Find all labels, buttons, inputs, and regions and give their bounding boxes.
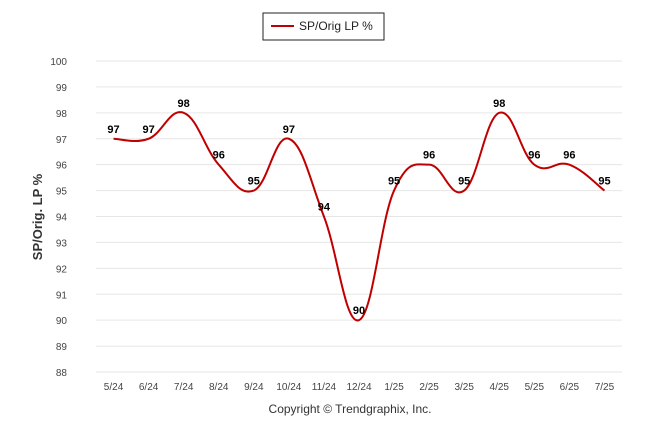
x-tick-label: 4/25 [490,382,510,393]
series-layer [113,111,606,322]
x-axis-ticks: 5/24 6/24 7/24 8/24 9/24 10/24 11/24 12/24 1/25 2… [104,382,615,393]
x-tick-label: 6/24 [139,382,159,393]
x-tick-label: 10/24 [276,382,301,393]
y-tick-label: 98 [56,109,68,120]
x-tick-label: 1/25 [384,382,404,393]
data-label: 97 [283,124,295,136]
x-tick-label: 7/25 [595,382,615,393]
x-tick-label: 12/24 [346,382,371,393]
x-tick-label: 11/24 [312,382,337,393]
y-tick-label: 92 [56,264,68,275]
y-axis-title: SP/Orig. LP % [30,173,45,260]
y-tick-label: 90 [56,316,68,327]
data-label: 96 [213,150,225,162]
y-tick-label: 96 [56,161,68,172]
y-tick-label: 99 [56,83,68,94]
data-label: 90 [353,305,365,317]
y-tick-label: 94 [56,213,68,224]
x-tick-label: 2/25 [419,382,439,393]
legend-label: SP/Orig LP % [299,19,373,33]
x-tick-label: 7/24 [174,382,194,393]
data-label: 94 [318,202,331,214]
x-tick-label: 6/25 [560,382,580,393]
x-tick-label: 5/25 [525,382,545,393]
y-tick-label: 91 [56,290,68,301]
data-label: 97 [142,124,154,136]
x-tick-label: 8/24 [209,382,229,393]
x-tick-label: 5/24 [104,382,124,393]
y-tick-label: 89 [56,342,68,353]
data-labels: 97 97 98 96 95 97 94 90 95 96 95 98 96 96 95 [107,98,610,317]
data-label: 98 [493,98,505,110]
data-label: 96 [563,150,575,162]
data-label: 96 [528,150,540,162]
x-tick-label: 3/25 [454,382,474,393]
y-tick-label: 97 [56,135,68,146]
y-tick-label: 93 [56,238,68,249]
y-tick-label: 95 [56,187,68,198]
data-label: 98 [178,98,190,110]
series-line [113,111,606,322]
data-label: 95 [598,176,610,188]
y-tick-label: 88 [56,368,68,379]
data-label: 96 [423,150,435,162]
y-tick-label: 100 [50,57,67,68]
x-tick-label: 9/24 [244,382,264,393]
gridlines [96,60,622,373]
data-label: 95 [248,176,260,188]
copyright-text: Copyright © Trendgraphix, Inc. [269,402,432,416]
y-axis-ticks: 88 89 90 91 92 93 94 95 96 97 98 99 100 [50,57,67,379]
data-label: 95 [458,176,470,188]
legend[interactable]: SP/Orig LP % [262,12,385,41]
data-label: 95 [388,176,400,188]
data-label: 97 [107,124,119,136]
